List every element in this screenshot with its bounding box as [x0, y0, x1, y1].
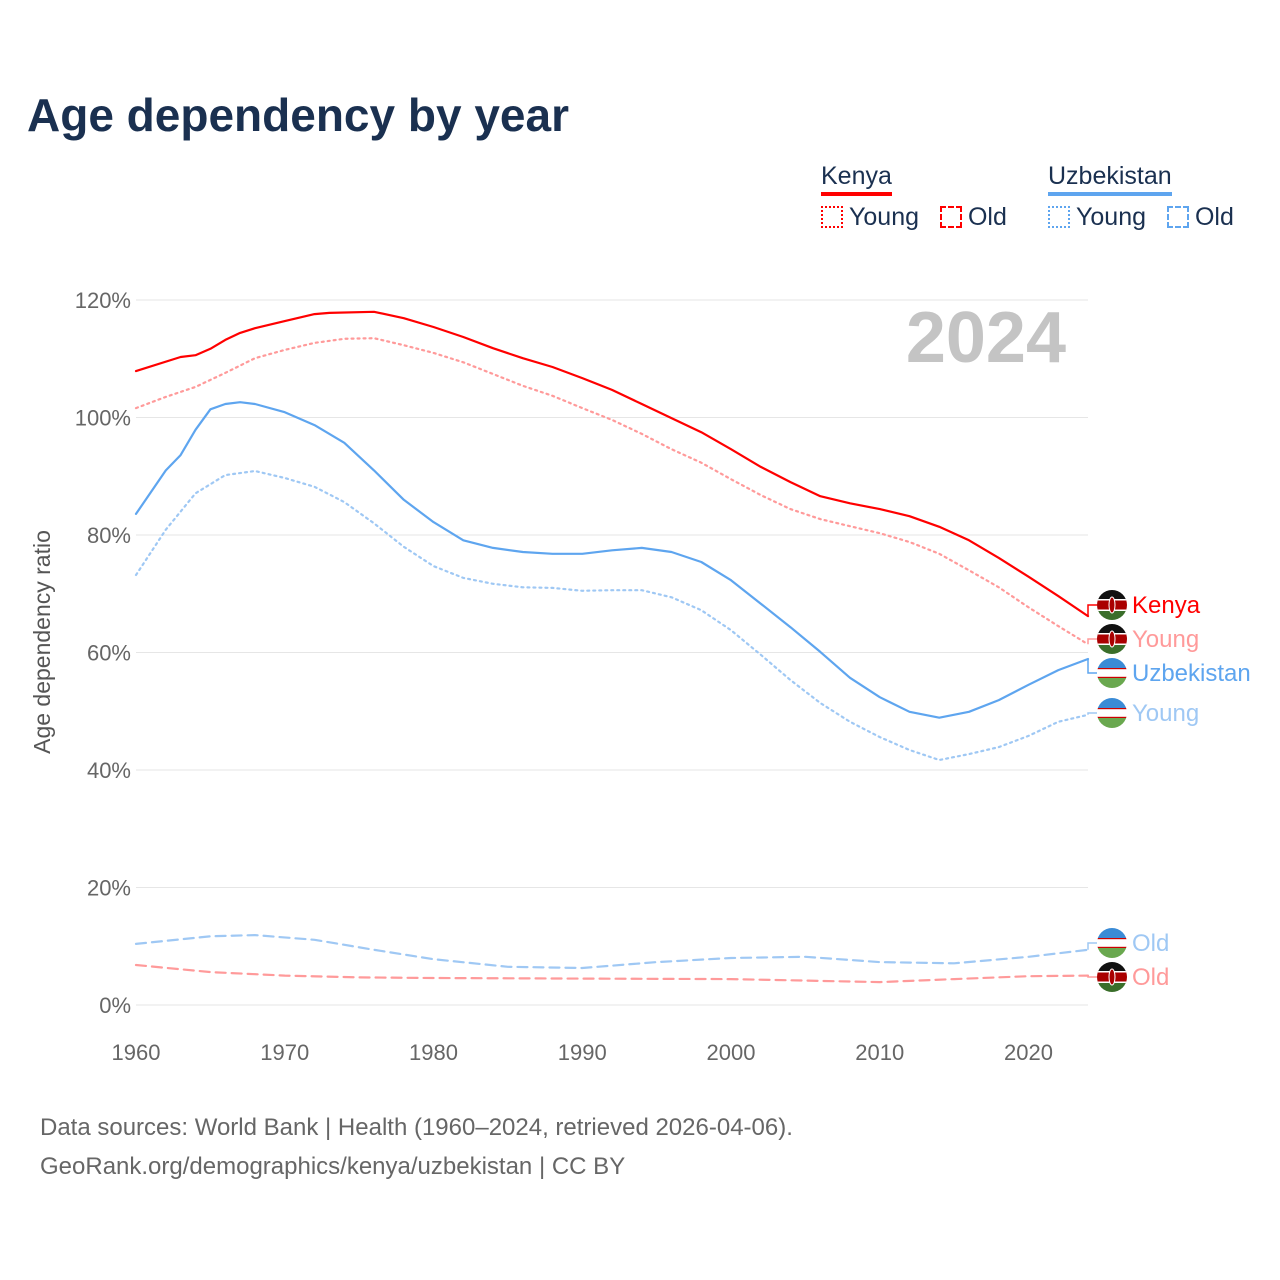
- data-sources: Data sources: World Bank | Health (1960–…: [40, 1114, 793, 1141]
- flag-stripe: [1097, 668, 1127, 678]
- flag-body: [1097, 624, 1127, 654]
- y-tick-label: 40%: [87, 758, 131, 783]
- flag-stripe: [1097, 718, 1127, 728]
- series-end-label: Young: [1132, 700, 1199, 727]
- flag-stripe: [1097, 962, 1127, 972]
- series-end-label: Uzbekistan: [1132, 660, 1251, 687]
- flag-stripe: [1097, 590, 1127, 600]
- series-line-kenya-young: [134, 337, 1090, 646]
- kenya-flag-icon: [1097, 962, 1127, 992]
- flag-stripe: [1097, 716, 1127, 718]
- kenya-flag-icon: [1097, 590, 1127, 620]
- kenya-flag-icon: [1097, 624, 1127, 654]
- series-line-kenya: [134, 310, 1090, 618]
- series-end-label: Young: [1132, 626, 1199, 653]
- x-tick-label: 1970: [260, 1040, 309, 1065]
- flag-stripe: [1097, 948, 1127, 958]
- x-tick-label: 1990: [558, 1040, 607, 1065]
- flag-stripe: [1097, 982, 1127, 992]
- series-end-label: Old: [1132, 964, 1169, 991]
- y-tick-label: 20%: [87, 876, 131, 901]
- source-link[interactable]: GeoRank.org/demographics/kenya/uzbekista…: [40, 1153, 626, 1180]
- legend-uzbekistan-young[interactable]: Young: [1076, 203, 1146, 231]
- flag-stripe: [1097, 938, 1127, 948]
- flag-stripe: [1097, 658, 1127, 668]
- legend-kenya-old[interactable]: Old: [967, 203, 1007, 231]
- series-line-uzbekistan-young: [134, 469, 1090, 762]
- legend-group-kenya: Kenya Young Old: [821, 162, 1007, 232]
- leader-line: [1087, 658, 1097, 674]
- line-chart: 0% 20% 40% 60% 80% 100% 120% 1960 1970 1980 1990 20…: [29, 288, 1251, 1065]
- dashed-swatch-icon: [1166, 206, 1189, 228]
- y-tick-label: 60%: [87, 641, 131, 666]
- flag-stripe: [1097, 938, 1127, 940]
- flag-stripe: [1097, 928, 1127, 938]
- flag-body: [1097, 962, 1127, 992]
- flag-stripe: [1097, 644, 1127, 654]
- flag-stripe: [1097, 624, 1127, 634]
- leader-line: [1087, 604, 1097, 617]
- legend-kenya-young[interactable]: Young: [849, 203, 919, 231]
- leader-line: [1087, 942, 1097, 950]
- legend-uzbekistan-label: Uzbekistan: [1048, 162, 1172, 196]
- footer: Data sources: World Bank | Health (1960–…: [40, 1108, 793, 1186]
- y-tick-label: 80%: [87, 523, 131, 548]
- y-tick-label: 120%: [75, 288, 131, 313]
- flag-stripe: [1097, 678, 1127, 688]
- x-tick-label: 2010: [855, 1040, 904, 1065]
- series-end-label: Old: [1132, 930, 1169, 957]
- flag-stripe: [1097, 698, 1127, 708]
- leader-line: [1087, 975, 1097, 978]
- flag-stripe: [1097, 946, 1127, 948]
- flag-shield: [1108, 630, 1116, 648]
- uzbekistan-flag-icon: [1097, 928, 1127, 958]
- leader-line: [1087, 712, 1097, 715]
- legend-uzbekistan-old[interactable]: Old: [1194, 203, 1234, 231]
- flag-body: [1097, 928, 1127, 958]
- flag-shield: [1108, 596, 1116, 614]
- y-tick-label: 0%: [99, 993, 131, 1018]
- flag-shield: [1108, 968, 1116, 986]
- series-end-label: Kenya: [1132, 592, 1201, 619]
- uzbekistan-flag-icon: [1097, 698, 1127, 728]
- flag-stripe: [1097, 676, 1127, 678]
- leader-line: [1087, 638, 1097, 645]
- series-line-kenya-old: [134, 963, 1090, 984]
- flag-body: [1097, 698, 1127, 728]
- series-line-uzbekistan: [134, 401, 1090, 719]
- legend-group-uzbekistan: Uzbekistan Young Old: [1048, 162, 1234, 232]
- legend-kenya-label: Kenya: [821, 162, 892, 196]
- x-tick-label: 2020: [1004, 1040, 1053, 1065]
- y-tick-label: 100%: [75, 406, 131, 431]
- dotted-swatch-icon: [1048, 206, 1070, 228]
- flag-body: [1097, 658, 1127, 688]
- flag-stripe: [1097, 708, 1127, 710]
- x-tick-label: 1980: [409, 1040, 458, 1065]
- flag-stripe: [1097, 610, 1127, 620]
- chart-title: Age dependency by year: [27, 89, 569, 141]
- flag-stripe: [1097, 708, 1127, 718]
- y-axis-label: Age dependency ratio: [29, 530, 55, 754]
- series-line-uzbekistan-old: [134, 934, 1090, 970]
- uzbekistan-flag-icon: [1097, 658, 1127, 688]
- flag-stripe: [1097, 668, 1127, 670]
- flag-body: [1097, 590, 1127, 620]
- dotted-swatch-icon: [821, 206, 843, 228]
- dashed-swatch-icon: [939, 206, 962, 228]
- x-tick-label: 1960: [112, 1040, 161, 1065]
- x-tick-label: 2000: [707, 1040, 756, 1065]
- year-watermark: 2024: [906, 298, 1066, 378]
